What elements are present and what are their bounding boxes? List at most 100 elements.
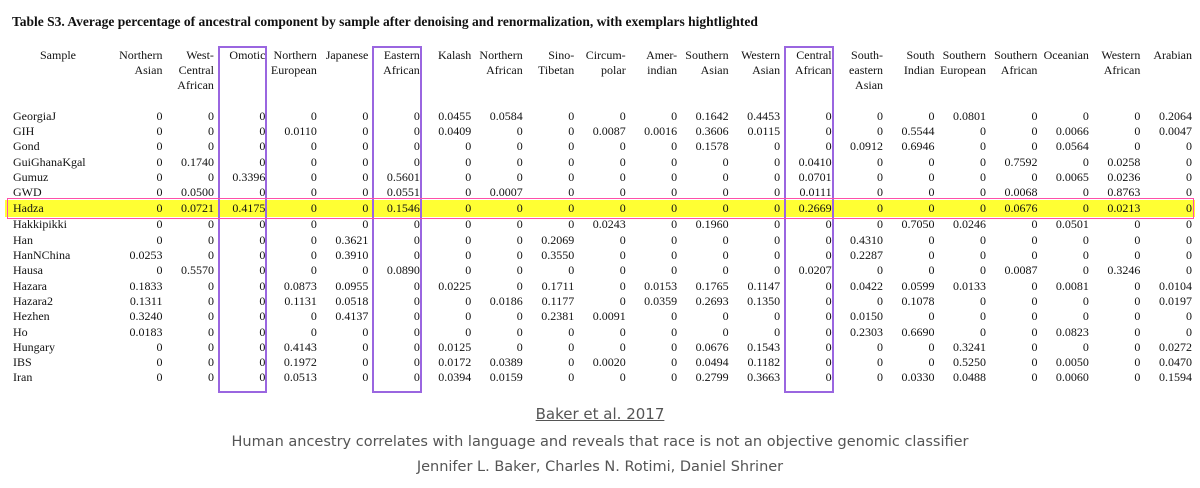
value-cell: 0 [525, 199, 578, 217]
value-cell: 0 [413, 309, 420, 324]
value-cell: 0 [1031, 169, 1038, 184]
value-cell: 0.0047 [1159, 123, 1192, 138]
value-cell: 0 [362, 185, 369, 200]
value-cell: 0 [979, 309, 986, 324]
value-cell: 0.4310 [850, 232, 884, 247]
value-cell: 0 [568, 108, 575, 123]
value-cell: 0.0513 [283, 370, 317, 385]
value-cell: 0 [1186, 217, 1192, 232]
value-cell: 0 [825, 309, 832, 324]
value-cell: 0.3663 [747, 370, 781, 385]
value-cell: 0 [310, 248, 317, 263]
value-cell: 0 [825, 232, 832, 247]
value-cell: 0 [722, 324, 729, 339]
value-cell: 0.3621 [335, 232, 369, 247]
value-cell: 0 [1134, 339, 1141, 354]
value-cell: 0 [825, 324, 832, 339]
value-cell: 0 [877, 370, 884, 385]
value-cell: 0 [156, 355, 163, 370]
value-cell: 0.0081 [1055, 278, 1089, 293]
value-cell: 0 [362, 139, 369, 154]
value-cell: 0.1350 [747, 293, 781, 308]
value-cell: 0 [259, 123, 266, 138]
value-cell: 0 [465, 169, 472, 184]
value-cell: 0 [413, 139, 420, 154]
value-cell: 0 [774, 154, 781, 169]
value-cell: 0 [259, 324, 266, 339]
value-cell: 0 [156, 169, 163, 184]
value-cell: 0.0470 [1159, 355, 1192, 370]
value-cell: 0 [259, 278, 266, 293]
value-cell: 0 [619, 154, 626, 169]
value-cell: 0.0091 [592, 309, 626, 324]
value-cell: 0 [928, 309, 935, 324]
value-cell: 0 [671, 139, 678, 154]
column-header: Eastern African [383, 48, 420, 77]
value-cell: 0.3241 [952, 339, 986, 354]
value-cell: 0 [877, 339, 884, 354]
value-cell: 0 [413, 248, 420, 263]
value-cell: 0 [928, 108, 935, 123]
value-cell: 0 [1186, 324, 1192, 339]
value-cell: 0 [774, 309, 781, 324]
value-cell: 0 [413, 108, 420, 123]
value-cell: 0.0197 [1159, 293, 1192, 308]
value-cell: 0 [671, 324, 678, 339]
value-cell: 0 [774, 139, 781, 154]
value-cell: 0 [156, 339, 163, 354]
value-cell: 0.4175 [216, 199, 269, 217]
value-cell: 0 [156, 154, 163, 169]
sample-name-cell: Ho [13, 324, 28, 339]
value-cell: 0 [671, 370, 678, 385]
value-cell: 0 [1186, 169, 1192, 184]
value-cell: 0 [619, 185, 626, 200]
value-cell: 0.0066 [1055, 123, 1089, 138]
value-cell: 0 [362, 324, 369, 339]
value-cell: 0 [979, 154, 986, 169]
value-cell: 0.1594 [1159, 370, 1192, 385]
value-cell: 0.0500 [180, 185, 214, 200]
value-cell: 0 [1186, 309, 1192, 324]
table-row: Hakkipikki 0 0 0 0 0 0 0 0 0 0.0243 0 0.1960 0 0 0 0.705… [5, 217, 1195, 232]
value-cell: 0 [1031, 293, 1038, 308]
value-cell: 0 [516, 278, 523, 293]
value-cell: 0.0125 [438, 339, 472, 354]
value-cell: 0.1833 [129, 278, 163, 293]
value-cell: 0 [362, 154, 369, 169]
value-cell: 0.4143 [283, 339, 317, 354]
value-cell: 0 [516, 123, 523, 138]
value-cell: 0 [516, 169, 523, 184]
value-cell: 0.0150 [850, 309, 884, 324]
value-cell: 0.0068 [1004, 185, 1038, 200]
value-cell: 0 [310, 324, 317, 339]
citation-title-link[interactable]: Baker et al. 2017 [535, 405, 665, 423]
value-cell: 0 [156, 108, 163, 123]
value-cell: 0 [1082, 185, 1089, 200]
column-header: Central African [794, 48, 832, 77]
value-cell: 0 [774, 248, 781, 263]
value-cell: 0 [671, 169, 678, 184]
value-cell: 0 [310, 217, 317, 232]
value-cell: 0.0060 [1055, 370, 1089, 385]
value-cell: 0 [928, 355, 935, 370]
citation-description: Human ancestry correlates with language … [231, 434, 969, 450]
value-cell: 0 [1134, 217, 1141, 232]
table-row: Gond 0 0 0 0 0 0 0 0 0 0 0 0.1578 0 0 0.0912 0.6946 0 0 0.0… [5, 139, 1195, 154]
table-row: Iran 0 0 0 0.0513 0 0 0.0394 0.0159 0 0 0 0.2799 0.36… [5, 370, 1195, 385]
value-cell: 0 [465, 248, 472, 263]
value-cell: 0.0050 [1055, 355, 1089, 370]
column-header: Omotic [229, 48, 266, 62]
value-cell: 0.0394 [438, 370, 472, 385]
table-row: GuiGhanaKgal 0 0.1740 0 0 0 0 0 0 0 0 0 0 0 0.0410 0 0 0 0… [5, 154, 1195, 169]
value-cell: 0.0551 [386, 185, 420, 200]
value-cell: 0 [877, 355, 884, 370]
table-row: Hausa 0 0.5570 0 0 0 0.0890 0 0 0 0 0 0 0 0.0207 0 0 0 0.0… [5, 263, 1195, 278]
value-cell: 0.3910 [335, 248, 369, 263]
value-cell: 0 [516, 309, 523, 324]
sample-name-cell: Iran [13, 370, 33, 385]
table-row: IBS 0 0 0 0.1972 0 0 0.0172 0.0389 0 0.0020 0 0.0494… [5, 354, 1195, 369]
value-cell: 0 [207, 339, 214, 354]
value-cell: 0 [1031, 232, 1038, 247]
sample-name-cell: Gumuz [13, 169, 49, 184]
value-cell: 0 [156, 139, 163, 154]
